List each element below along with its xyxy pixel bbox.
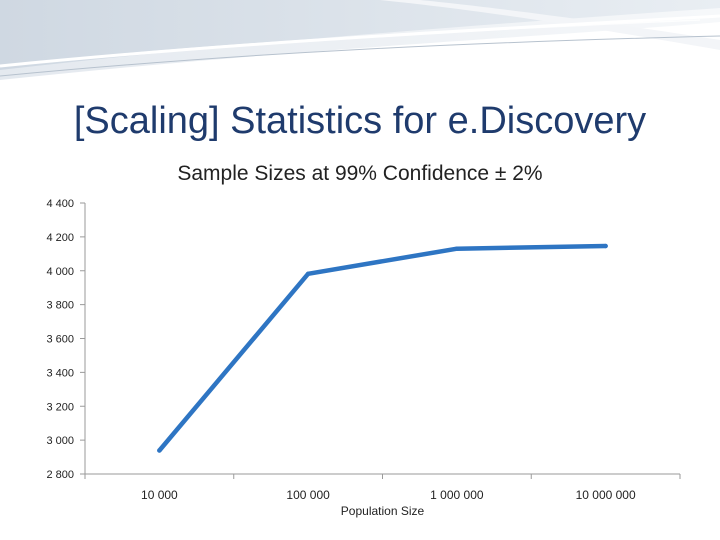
y-tick-label: 3 200 bbox=[46, 401, 74, 413]
chart-title: Sample Sizes at 99% Confidence ± 2% bbox=[177, 162, 543, 185]
decorative-swoosh bbox=[0, 0, 720, 80]
y-tick-label: 3 800 bbox=[46, 300, 74, 312]
x-tick-label: 100 000 bbox=[286, 488, 330, 502]
x-tick-label: 10 000 bbox=[141, 488, 178, 502]
x-axis-title: Population Size bbox=[341, 504, 425, 518]
y-tick-label: 4 400 bbox=[46, 198, 74, 210]
x-tick-label: 10 000 000 bbox=[576, 488, 636, 502]
y-tick-label: 4 000 bbox=[46, 266, 74, 278]
y-tick-label: 2 800 bbox=[46, 469, 74, 481]
y-tick-label: 3 600 bbox=[46, 334, 74, 346]
data-point bbox=[454, 246, 460, 251]
y-tick-label: 3 400 bbox=[46, 367, 74, 379]
data-point bbox=[157, 448, 162, 453]
slide-title: [Scaling] Statistics for e.Discovery bbox=[73, 100, 647, 142]
y-tick-label: 4 200 bbox=[46, 232, 74, 244]
data-point bbox=[305, 271, 311, 276]
series-line bbox=[157, 243, 608, 453]
data-point bbox=[603, 243, 608, 249]
y-tick-label: 3 000 bbox=[46, 435, 74, 447]
x-tick-label: 1 000 000 bbox=[430, 488, 484, 502]
